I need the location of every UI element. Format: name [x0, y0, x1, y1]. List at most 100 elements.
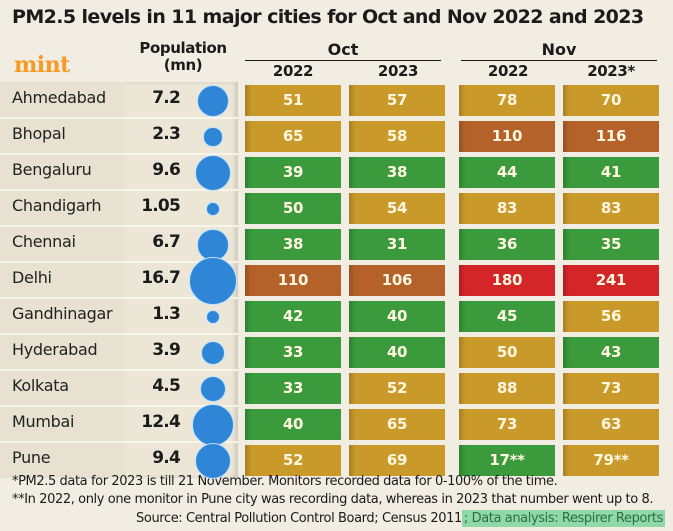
- city-name: Bhopal: [12, 124, 66, 143]
- population-value: 9.4: [152, 448, 181, 468]
- mint-logo: mint: [14, 52, 70, 78]
- pm25-cell-oct-2022: 40: [245, 409, 341, 440]
- population-bubble: [197, 229, 229, 261]
- table-row: Delhi 16.7 110 106 180 241: [0, 257, 673, 305]
- pm25-cell-oct-2022: 65: [245, 121, 341, 152]
- population-bubble: [189, 257, 237, 305]
- population-bubble: [194, 154, 232, 192]
- pm25-cell-oct-2022: 51: [245, 85, 341, 116]
- pm25-cell-nov-2023: 35: [563, 229, 659, 260]
- row-divider: [0, 225, 238, 227]
- year-header-nov-2022: 2022: [487, 62, 529, 80]
- pm25-cell-nov-2022: 110: [459, 121, 555, 152]
- pm25-cell-oct-2022: 33: [245, 373, 341, 404]
- footnote-2: **In 2022, only one monitor in Pune city…: [12, 492, 654, 507]
- pm25-cell-nov-2023: 73: [563, 373, 659, 404]
- pm25-cell-oct-2022: 42: [245, 301, 341, 332]
- pm25-cell-oct-2023: 69: [349, 445, 445, 476]
- pm25-cell-oct-2023: 40: [349, 301, 445, 332]
- table-row: Hyderabad 3.9 33 40 50 43: [0, 333, 673, 370]
- pm25-cell-nov-2023: 43: [563, 337, 659, 368]
- pm25-cell-nov-2022: 88: [459, 373, 555, 404]
- table-row: Pune 9.4 52 69 17** 79**: [0, 441, 673, 480]
- population-bubble: [205, 309, 221, 325]
- city-name: Mumbai: [12, 412, 75, 431]
- row-divider: [0, 261, 238, 263]
- city-name: Kolkata: [12, 376, 69, 395]
- pm25-cell-nov-2022: 50: [459, 337, 555, 368]
- pm25-cell-nov-2022: 73: [459, 409, 555, 440]
- pm25-cell-oct-2023: 58: [349, 121, 445, 152]
- population-bubble: [200, 340, 226, 366]
- population-value: 2.3: [152, 124, 181, 144]
- month-header-nov: Nov: [461, 40, 657, 61]
- population-value: 1.05: [141, 196, 181, 216]
- pm25-cell-nov-2023: 70: [563, 85, 659, 116]
- population-value: 1.3: [152, 304, 181, 324]
- pm25-cell-oct-2023: 52: [349, 373, 445, 404]
- city-name: Pune: [12, 448, 51, 467]
- pm25-cell-nov-2022: 180: [459, 265, 555, 296]
- population-value: 6.7: [152, 232, 181, 252]
- footnote-1: *PM2.5 data for 2023 is till 21 November…: [12, 474, 558, 489]
- pm25-cell-nov-2023: 116: [563, 121, 659, 152]
- population-value: 7.2: [152, 88, 181, 108]
- pm25-cell-nov-2023: 41: [563, 157, 659, 188]
- pm25-cell-oct-2022: 33: [245, 337, 341, 368]
- year-header-oct-2023: 2023: [377, 62, 419, 80]
- population-bubble: [203, 127, 223, 147]
- pm25-cell-oct-2023: 54: [349, 193, 445, 224]
- row-divider: [0, 117, 238, 119]
- year-header-nov-2023: 2023*: [587, 62, 635, 80]
- population-bubble: [196, 84, 230, 118]
- city-name: Gandhinagar: [12, 304, 113, 323]
- pm25-cell-nov-2022: 78: [459, 85, 555, 116]
- population-value: 4.5: [152, 376, 181, 396]
- pm25-cell-oct-2023: 106: [349, 265, 445, 296]
- source-text: Source: Central Pollution Control Board;…: [136, 511, 462, 526]
- table-row: Chandigarh 1.05 50 54 83 83: [0, 189, 673, 226]
- table-row: Chennai 6.7 38 31 36 35: [0, 225, 673, 262]
- row-divider: [0, 153, 238, 155]
- row-divider: [0, 333, 238, 335]
- table-row: Mumbai 12.4 40 65 73 63: [0, 404, 673, 446]
- pm25-cell-oct-2023: 31: [349, 229, 445, 260]
- pm25-cell-nov-2023: 56: [563, 301, 659, 332]
- pm25-cell-oct-2022: 50: [245, 193, 341, 224]
- pm25-cell-oct-2022: 39: [245, 157, 341, 188]
- row-divider: [0, 369, 238, 371]
- population-value: 9.6: [152, 160, 181, 180]
- city-name: Ahmedabad: [12, 88, 106, 107]
- pm25-cell-oct-2023: 65: [349, 409, 445, 440]
- pm25-cell-nov-2022: 36: [459, 229, 555, 260]
- month-header-oct: Oct: [245, 40, 441, 61]
- table-row: Ahmedabad 7.2 51 57 78 70: [0, 82, 673, 118]
- row-divider: [0, 297, 238, 299]
- pm25-cell-oct-2022: 52: [245, 445, 341, 476]
- year-header-oct-2022: 2022: [272, 62, 314, 80]
- pm25-cell-nov-2022: 44: [459, 157, 555, 188]
- pm25-cell-nov-2023: 79**: [563, 445, 659, 476]
- population-bubble: [194, 442, 232, 480]
- table-row: Bengaluru 9.6 39 38 44 41: [0, 153, 673, 192]
- table-row: Bhopal 2.3 65 58 110 116: [0, 117, 673, 154]
- city-name: Hyderabad: [12, 340, 98, 359]
- population-header: Population (mn): [128, 40, 238, 74]
- row-divider: [0, 405, 238, 407]
- pm25-cell-oct-2023: 38: [349, 157, 445, 188]
- row-divider: [0, 441, 238, 443]
- city-column-background: [0, 82, 124, 478]
- table-row: Kolkata 4.5 33 52 88 73: [0, 369, 673, 406]
- pm25-cell-oct-2022: 110: [245, 265, 341, 296]
- pm25-cell-nov-2022: 45: [459, 301, 555, 332]
- city-name: Bengaluru: [12, 160, 92, 179]
- population-value: 16.7: [141, 268, 181, 288]
- population-bubble: [206, 202, 220, 216]
- city-name: Delhi: [12, 268, 52, 287]
- population-value: 3.9: [152, 340, 181, 360]
- source-line: Source: Central Pollution Control Board;…: [136, 510, 665, 527]
- city-name: Chennai: [12, 232, 76, 251]
- population-header-line1: Population: [139, 39, 227, 57]
- pm25-cell-nov-2023: 83: [563, 193, 659, 224]
- pm25-cell-nov-2023: 63: [563, 409, 659, 440]
